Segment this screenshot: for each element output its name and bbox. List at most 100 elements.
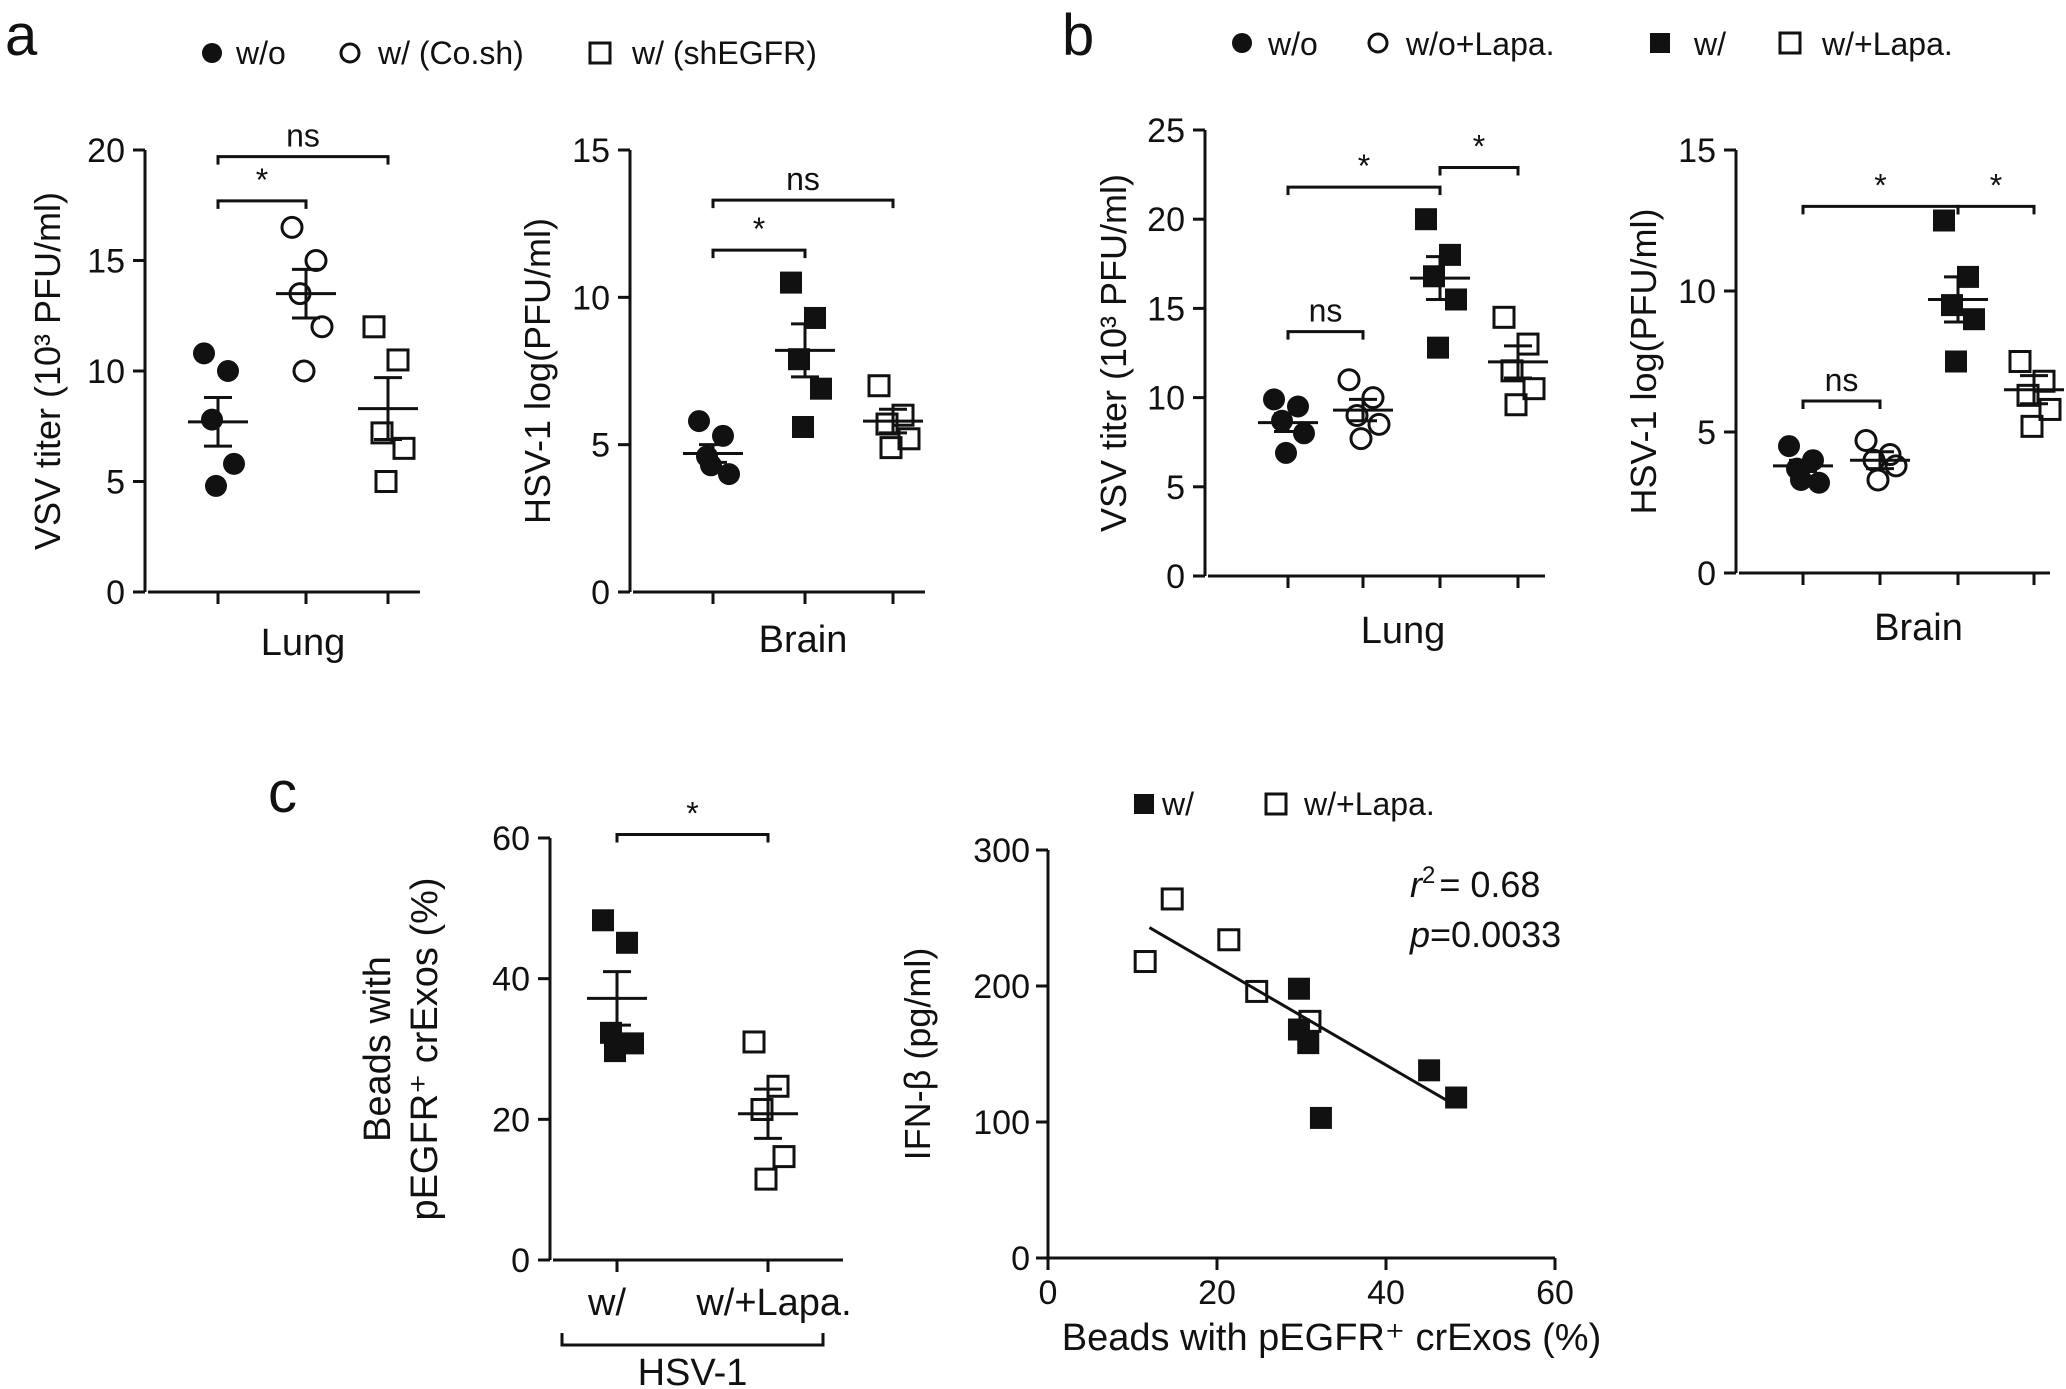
data-point bbox=[1361, 386, 1385, 410]
p-value: =0.0033 bbox=[1430, 914, 1561, 955]
group-label: HSV-1 bbox=[638, 1352, 748, 1389]
significance-bracket bbox=[615, 832, 770, 843]
data-point bbox=[1160, 887, 1184, 911]
data-point bbox=[2008, 350, 2032, 373]
legend-b: w/o w/o+Lapa. w/ w/+Lapa. bbox=[1232, 26, 1953, 62]
data-point bbox=[1217, 928, 1241, 952]
data-point bbox=[1293, 422, 1315, 445]
y-tick-label: 100 bbox=[973, 1104, 1030, 1142]
legend-c-label-w: w/ bbox=[1161, 786, 1194, 822]
data-point bbox=[1287, 395, 1309, 418]
data-point bbox=[688, 410, 710, 433]
significance-bracket bbox=[711, 198, 895, 209]
significance-label: * bbox=[256, 162, 268, 198]
x-axis-title: Brain bbox=[759, 619, 848, 661]
y-tick-label: 25 bbox=[1147, 112, 1185, 150]
y-tick-label: 10 bbox=[1147, 380, 1185, 418]
data-point bbox=[1963, 308, 1985, 331]
category-label: w/ bbox=[587, 1282, 626, 1324]
legend-b-marker-wo bbox=[1232, 33, 1252, 53]
y-tick-label: 40 bbox=[492, 961, 530, 999]
data-point bbox=[1778, 435, 1800, 458]
legend-c-label-w-lapa: w/+Lapa. bbox=[1303, 786, 1435, 822]
data-point bbox=[750, 1097, 774, 1121]
y-axis-title: VSV titer (10³ PFU/ml) bbox=[1093, 174, 1134, 532]
y-tick-label: 20 bbox=[1147, 201, 1185, 239]
y-tick-label: 0 bbox=[1697, 555, 1716, 593]
y-tick-label: 15 bbox=[1147, 290, 1185, 328]
y-tick-label: 20 bbox=[492, 1101, 530, 1139]
data-point bbox=[754, 1167, 778, 1191]
data-point bbox=[810, 377, 832, 400]
legend-c-marker-w bbox=[1134, 794, 1154, 814]
legend-a-label-shegfr: w/ (shEGFR) bbox=[631, 35, 817, 71]
y-tick-label: 0 bbox=[106, 574, 125, 612]
data-point bbox=[1275, 441, 1297, 464]
y-tick-label: 5 bbox=[591, 427, 610, 465]
p-symbol: p bbox=[1409, 914, 1430, 955]
panel-a-lung-plot: 0 5 10 15 20 VSV titer (10³ PFU/ml) Lung ns * bbox=[27, 118, 420, 664]
legend-b-marker-w bbox=[1650, 33, 1670, 53]
data-point bbox=[1349, 427, 1373, 451]
legend-b-label-wo: w/o bbox=[1267, 26, 1318, 62]
data-point bbox=[1445, 288, 1467, 311]
regression-line bbox=[1148, 926, 1455, 1106]
data-point bbox=[1945, 350, 1967, 373]
data-point bbox=[1309, 1106, 1332, 1129]
legend-a-label-wo: w/o bbox=[235, 35, 286, 71]
significance-bracket bbox=[216, 155, 390, 165]
group-bracket bbox=[560, 1333, 825, 1347]
y-tick-label: 10 bbox=[87, 353, 125, 391]
x-axis-title: Lung bbox=[261, 622, 346, 664]
significance-bracket bbox=[1801, 399, 1882, 409]
y-tick-label: 0 bbox=[1166, 558, 1185, 596]
y-tick-label: 5 bbox=[106, 464, 125, 502]
data-point bbox=[2020, 414, 2044, 438]
category-label: w/+Lapa. bbox=[695, 1282, 851, 1324]
y-tick-label: 10 bbox=[1678, 273, 1716, 311]
r-squared-value: = 0.68 bbox=[1439, 864, 1540, 905]
significance-label: * bbox=[686, 795, 698, 831]
data-point bbox=[1516, 332, 1540, 356]
data-point bbox=[792, 415, 814, 438]
data-point bbox=[2038, 397, 2062, 421]
r-symbol: r bbox=[1410, 864, 1424, 905]
data-point bbox=[1790, 468, 1812, 491]
data-point bbox=[718, 463, 740, 486]
data-point bbox=[1492, 305, 1516, 329]
legend-b-marker-w-lapa bbox=[1778, 31, 1802, 55]
data-point bbox=[1423, 265, 1445, 288]
significance-bracket bbox=[711, 248, 807, 259]
significance-label: ns bbox=[1309, 293, 1343, 329]
legend-b-label-w: w/ bbox=[1693, 26, 1726, 62]
data-point bbox=[217, 360, 239, 382]
y-axis-title: HSV-1 log(PFU/ml) bbox=[517, 218, 558, 524]
data-point bbox=[1933, 209, 1955, 232]
x-axis-title: Lung bbox=[1361, 610, 1446, 652]
y-tick-label: 5 bbox=[1166, 469, 1185, 507]
x-axis-title: Beads with pEGFR⁺ crExos (%) bbox=[1062, 1317, 1602, 1359]
data-point bbox=[1854, 428, 1878, 452]
data-point bbox=[772, 1145, 796, 1169]
data-point bbox=[1866, 468, 1890, 492]
panel-b-lung-plot: 0 5 10 15 20 25 VSV titer (10³ PFU/ml) Lung ns * * bbox=[1093, 112, 1548, 652]
y-tick-label: 5 bbox=[1697, 414, 1716, 452]
data-point bbox=[712, 424, 734, 447]
significance-label: * bbox=[753, 211, 765, 247]
significance-label: ns bbox=[1825, 362, 1859, 398]
significance-bracket bbox=[216, 199, 308, 209]
data-point bbox=[374, 470, 398, 493]
data-point bbox=[700, 454, 722, 477]
y-axis-title-line-2: pEGFR⁺ crExos (%) bbox=[404, 877, 446, 1220]
legend-b-marker-wo-lapa bbox=[1367, 32, 1389, 54]
data-point bbox=[1941, 294, 1963, 317]
x-axis-title: Brain bbox=[1874, 607, 1963, 649]
data-point bbox=[1287, 977, 1310, 1000]
data-point bbox=[280, 215, 304, 239]
data-point bbox=[1133, 950, 1157, 974]
data-point bbox=[223, 452, 245, 475]
legend-a: w/o w/ (Co.sh) w/ (shEGFR) bbox=[202, 35, 817, 71]
r-squared-superscript: 2 bbox=[1422, 862, 1435, 889]
data-point bbox=[205, 474, 227, 497]
panel-label-b: b bbox=[1062, 3, 1094, 68]
